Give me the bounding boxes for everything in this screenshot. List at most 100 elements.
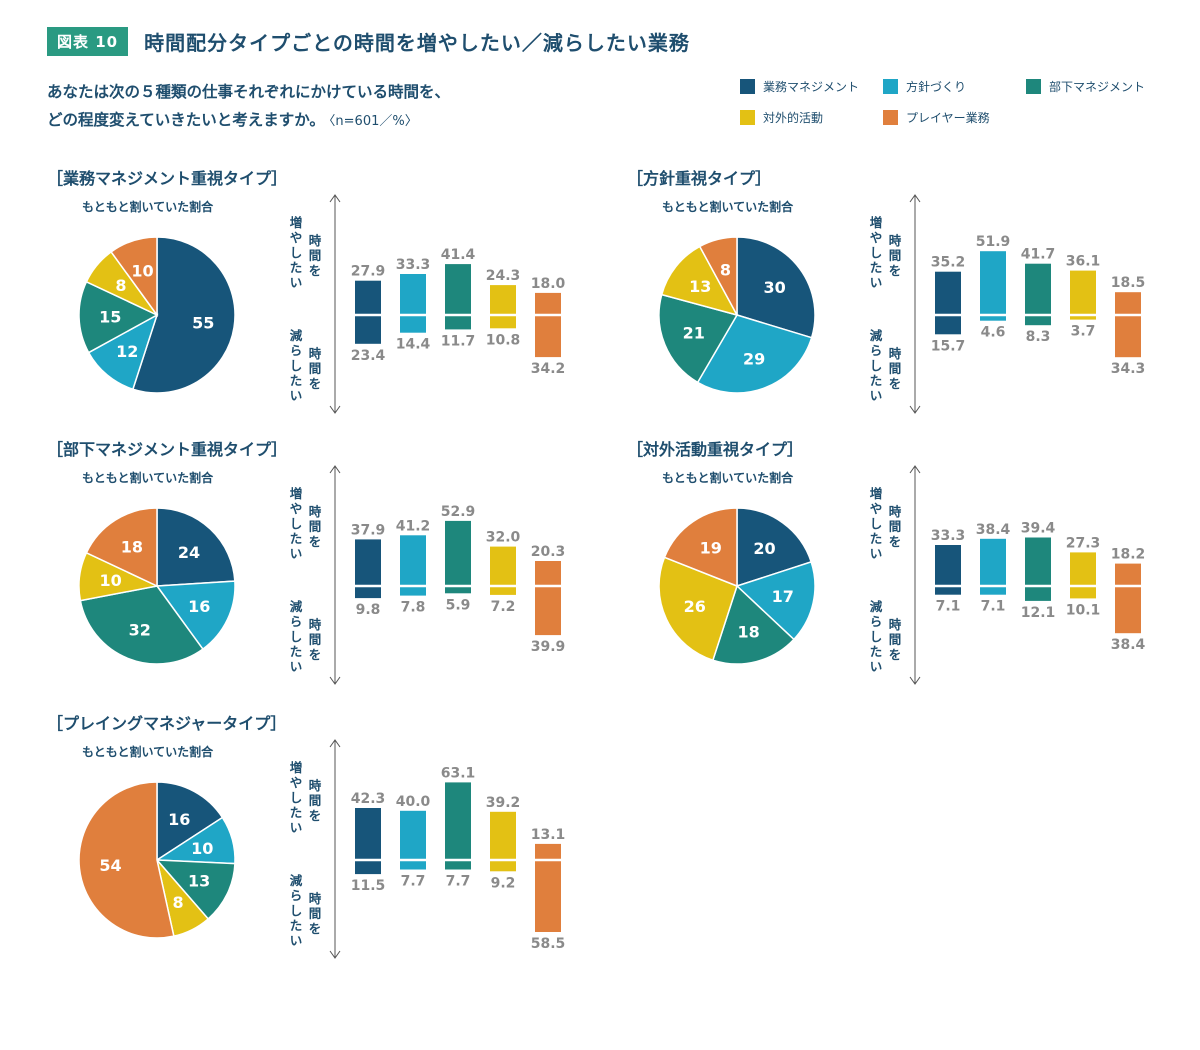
bar-decrease-value-label: 7.2 bbox=[491, 599, 516, 615]
increase-side-label: や bbox=[290, 230, 303, 245]
decrease-side-label: ら bbox=[290, 614, 303, 629]
bar-increase bbox=[490, 285, 516, 315]
chart-legend: 業務マネジメント 方針づくり 部下マネジメント 対外的活動 プレイヤー業務 bbox=[740, 78, 1180, 138]
axis-arrow-head-up bbox=[329, 465, 341, 474]
increase-side-label: た bbox=[870, 531, 883, 546]
bar-decrease-value-label: 9.2 bbox=[491, 875, 516, 891]
bar-decrease bbox=[980, 315, 1006, 321]
increase-side-label: を bbox=[309, 534, 322, 549]
decrease-side-label: 時 bbox=[889, 617, 902, 632]
panel-title: ［プレイングマネジャータイプ］ bbox=[47, 714, 287, 733]
bar-increase-value-label: 39.2 bbox=[486, 795, 521, 811]
bar-decrease-value-label: 7.1 bbox=[936, 599, 961, 615]
bar-increase bbox=[400, 810, 426, 860]
bar-increase-value-label: 36.1 bbox=[1066, 254, 1101, 270]
decrease-side-label: ら bbox=[870, 614, 883, 629]
bar-increase-value-label: 18.0 bbox=[531, 276, 566, 292]
bar-decrease bbox=[490, 586, 516, 595]
panel-chart-svg: 302921138増やしたい時間を減らしたい時間を35.215.751.94.6… bbox=[658, 194, 1145, 414]
bar-decrease-value-label: 4.6 bbox=[981, 325, 1006, 341]
bar-increase-value-label: 33.3 bbox=[396, 257, 431, 273]
increase-side-label: い bbox=[870, 546, 883, 561]
bar-increase bbox=[980, 251, 1006, 315]
increase-side-label: を bbox=[889, 534, 902, 549]
pie-slice-label: 16 bbox=[168, 810, 190, 829]
bar-increase-value-label: 41.4 bbox=[441, 247, 476, 263]
bar-increase bbox=[1070, 270, 1096, 315]
pie-slice-label: 16 bbox=[188, 597, 210, 616]
bar-increase bbox=[445, 782, 471, 860]
bar-decrease bbox=[400, 586, 426, 596]
decrease-side-label: 時 bbox=[309, 891, 322, 906]
decrease-side-label: た bbox=[290, 373, 303, 388]
bar-decrease-value-label: 58.5 bbox=[531, 936, 566, 952]
pie-slice-label: 8 bbox=[173, 893, 184, 912]
increase-side-label: し bbox=[290, 516, 303, 531]
decrease-side-label: 間 bbox=[889, 361, 902, 376]
increase-side-label: た bbox=[290, 531, 303, 546]
decrease-side-label: ら bbox=[290, 888, 303, 903]
decrease-side-label: を bbox=[309, 921, 322, 936]
sample-size-note: 〈n=601／%〉 bbox=[328, 114, 418, 129]
decrease-side-label: を bbox=[309, 647, 322, 662]
bar-increase bbox=[1115, 292, 1141, 315]
figure-header: 図表 10 時間配分タイプごとの時間を増やしたい／減らしたい業務 bbox=[47, 26, 690, 56]
bar-increase bbox=[445, 264, 471, 315]
pie-slice-label: 26 bbox=[684, 597, 706, 616]
bar-increase bbox=[935, 271, 961, 315]
increase-side-label: た bbox=[870, 260, 883, 275]
panel-chart-svg: 2017182619増やしたい時間を減らしたい時間を33.37.138.47.1… bbox=[658, 465, 1146, 685]
axis-arrow-head-up bbox=[909, 465, 921, 474]
bar-decrease-value-label: 7.7 bbox=[401, 874, 426, 890]
pie-slice bbox=[698, 236, 738, 316]
bar-increase bbox=[935, 545, 961, 586]
bar-increase bbox=[535, 292, 561, 315]
increase-side-label: い bbox=[290, 820, 303, 835]
bar-decrease bbox=[490, 860, 516, 872]
pie-subtitle: もともと割いていた割合 bbox=[662, 200, 794, 214]
bar-increase bbox=[490, 546, 516, 586]
increase-side-label: を bbox=[889, 263, 902, 278]
legend-swatch bbox=[883, 110, 898, 125]
bar-decrease bbox=[400, 315, 426, 333]
pie-slice-label: 55 bbox=[192, 313, 214, 332]
increase-side-label: し bbox=[290, 245, 303, 260]
increase-side-label: 増 bbox=[290, 215, 303, 230]
decrease-side-label: 減 bbox=[870, 599, 883, 614]
increase-side-label: 時 bbox=[889, 233, 902, 248]
decrease-side-label: た bbox=[870, 373, 883, 388]
pie-slice-label: 10 bbox=[131, 262, 153, 281]
decrease-side-label: し bbox=[290, 358, 303, 373]
legend-item: プレイヤー業務 bbox=[883, 109, 990, 126]
increase-side-label: た bbox=[290, 260, 303, 275]
pie-slice bbox=[110, 236, 158, 318]
bar-increase-value-label: 41.2 bbox=[396, 518, 431, 534]
bar-increase-value-label: 51.9 bbox=[976, 234, 1011, 250]
axis-arrow-head-down bbox=[329, 676, 341, 685]
panel-external-focus: ［対外活動重視タイプ］ もともと割いていた割合 20 17 18 26 19 増やしたい時… bbox=[627, 436, 1187, 716]
bar-decrease-value-label: 12.1 bbox=[1021, 605, 1056, 621]
increase-side-label: た bbox=[290, 805, 303, 820]
question-line-2: どの程度変えていきたいと考えますか。 bbox=[47, 111, 325, 129]
pie-slice bbox=[660, 245, 739, 317]
pie-slice bbox=[736, 507, 813, 588]
axis-arrow-head-down bbox=[329, 950, 341, 959]
pie-slice bbox=[131, 236, 236, 394]
panel-operations-focus: ［業務マネジメント重視タイプ］ もともと割いていた割合 55 12 15 8 10 増やし… bbox=[47, 165, 607, 445]
increase-side-label: い bbox=[870, 275, 883, 290]
decrease-side-label: 減 bbox=[290, 328, 303, 343]
decrease-side-label: し bbox=[290, 629, 303, 644]
bar-increase-value-label: 18.2 bbox=[1111, 547, 1146, 563]
bar-increase bbox=[355, 539, 381, 586]
increase-side-label: 時 bbox=[889, 504, 902, 519]
bar-increase-value-label: 38.4 bbox=[976, 522, 1011, 538]
bar-decrease-value-label: 11.7 bbox=[441, 333, 476, 349]
bar-decrease bbox=[445, 315, 471, 330]
bar-decrease-value-label: 23.4 bbox=[351, 348, 386, 364]
bar-increase-value-label: 37.9 bbox=[351, 522, 386, 538]
pie-slice-label: 18 bbox=[737, 622, 759, 641]
decrease-side-label: 減 bbox=[870, 328, 883, 343]
pie-slice bbox=[78, 280, 159, 354]
panel-chart-svg: 2416321018増やしたい時間を減らしたい時間を37.99.841.27.8… bbox=[78, 465, 565, 685]
bar-decrease bbox=[355, 586, 381, 599]
